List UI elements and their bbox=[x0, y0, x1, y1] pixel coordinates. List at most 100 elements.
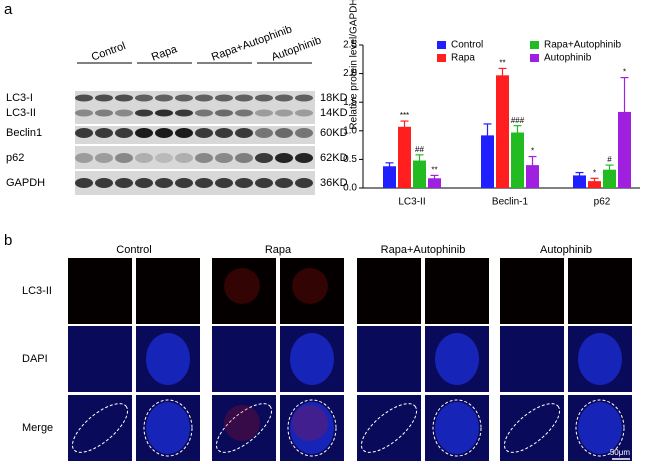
blot-band bbox=[295, 94, 313, 102]
column-label: Control bbox=[116, 244, 151, 256]
row-label: DAPI bbox=[22, 353, 48, 365]
blot-band bbox=[255, 94, 273, 102]
group-label: Control bbox=[90, 40, 127, 63]
column-label: Rapa+Autophinib bbox=[381, 244, 466, 256]
blot-band bbox=[255, 153, 273, 163]
protein-label: p62 bbox=[6, 152, 24, 164]
blot-band bbox=[135, 94, 153, 102]
micrograph bbox=[500, 326, 564, 392]
blot-band bbox=[115, 128, 133, 138]
y-tick-label: 1.5 bbox=[343, 97, 357, 108]
micrograph bbox=[357, 395, 421, 461]
bar bbox=[383, 166, 396, 188]
protein-label: LC3-I bbox=[6, 92, 33, 104]
blot-band bbox=[95, 178, 113, 188]
size-label: 60KD bbox=[320, 127, 348, 139]
outline bbox=[215, 403, 273, 453]
bar bbox=[398, 126, 411, 188]
protein-label: GAPDH bbox=[6, 177, 45, 189]
micrograph bbox=[212, 258, 276, 324]
tissue bbox=[578, 333, 622, 385]
micrograph bbox=[136, 258, 200, 324]
x-tick-label: Beclin-1 bbox=[492, 197, 529, 208]
blot-band bbox=[235, 128, 253, 138]
tissue bbox=[435, 333, 479, 385]
outline bbox=[432, 399, 482, 457]
size-label: 36KD bbox=[320, 177, 348, 189]
blot-band bbox=[75, 94, 93, 102]
bar bbox=[588, 181, 601, 188]
legend-label: Rapa+Autophinib bbox=[544, 40, 621, 51]
micrograph bbox=[500, 395, 564, 461]
x-tick-label: p62 bbox=[594, 197, 611, 208]
blot-band bbox=[75, 128, 93, 138]
micrograph bbox=[500, 258, 564, 324]
micrograph bbox=[425, 258, 489, 324]
blot-band bbox=[95, 128, 113, 138]
size-label: 62KD bbox=[320, 152, 348, 164]
blot-band bbox=[115, 94, 133, 102]
micrograph bbox=[212, 326, 276, 392]
blot-band bbox=[75, 178, 93, 188]
signal bbox=[224, 405, 260, 441]
signal bbox=[292, 268, 328, 304]
significance: * bbox=[593, 168, 596, 177]
blot-band bbox=[175, 109, 193, 117]
blot-band bbox=[115, 153, 133, 163]
y-tick-label: 0.5 bbox=[343, 154, 357, 165]
blot-band bbox=[255, 109, 273, 117]
row-label: Merge bbox=[22, 422, 53, 434]
blot-band bbox=[155, 109, 173, 117]
protein-label: Beclin1 bbox=[6, 127, 42, 139]
legend-swatch bbox=[530, 41, 539, 49]
blot-band bbox=[275, 109, 293, 117]
blot-band bbox=[155, 178, 173, 188]
micrograph bbox=[357, 258, 421, 324]
micrograph bbox=[568, 258, 632, 324]
blot-band bbox=[175, 128, 193, 138]
bar bbox=[428, 178, 441, 188]
blot-band bbox=[215, 128, 233, 138]
significance: # bbox=[607, 155, 612, 164]
legend-label: Autophinib bbox=[544, 53, 592, 64]
blot-band bbox=[95, 153, 113, 163]
micrograph bbox=[280, 258, 344, 324]
row-label: LC3-II bbox=[22, 285, 52, 297]
blot-band bbox=[95, 109, 113, 117]
blot-band bbox=[155, 94, 173, 102]
blot-band bbox=[115, 178, 133, 188]
bar bbox=[603, 169, 616, 188]
tissue bbox=[578, 402, 622, 454]
blot-band bbox=[255, 178, 273, 188]
blot-band bbox=[75, 153, 93, 163]
blot-band bbox=[195, 94, 213, 102]
tissue bbox=[146, 402, 190, 454]
tissue bbox=[146, 333, 190, 385]
significance: * bbox=[531, 147, 534, 156]
blot-band bbox=[195, 153, 213, 163]
blot-band bbox=[215, 109, 233, 117]
blot-band bbox=[135, 178, 153, 188]
outline bbox=[143, 399, 193, 457]
blot-band bbox=[75, 109, 93, 117]
significance: ** bbox=[499, 59, 505, 68]
micrograph bbox=[68, 258, 132, 324]
significance: ## bbox=[415, 145, 424, 154]
blot-band bbox=[115, 109, 133, 117]
blot-band bbox=[275, 128, 293, 138]
group-label: Rapa bbox=[150, 43, 180, 64]
legend-label: Control bbox=[451, 40, 483, 51]
bar bbox=[526, 165, 539, 188]
legend-label: Rapa bbox=[451, 53, 475, 64]
blot-band bbox=[175, 94, 193, 102]
outline bbox=[360, 403, 418, 453]
column-label: Autophinib bbox=[540, 244, 592, 256]
protein-label: LC3-II bbox=[6, 107, 36, 119]
blot-band bbox=[195, 178, 213, 188]
bar bbox=[496, 75, 509, 188]
legend-swatch bbox=[530, 54, 539, 62]
significance: * bbox=[623, 68, 626, 77]
blot-band bbox=[295, 128, 313, 138]
blot-band bbox=[135, 128, 153, 138]
